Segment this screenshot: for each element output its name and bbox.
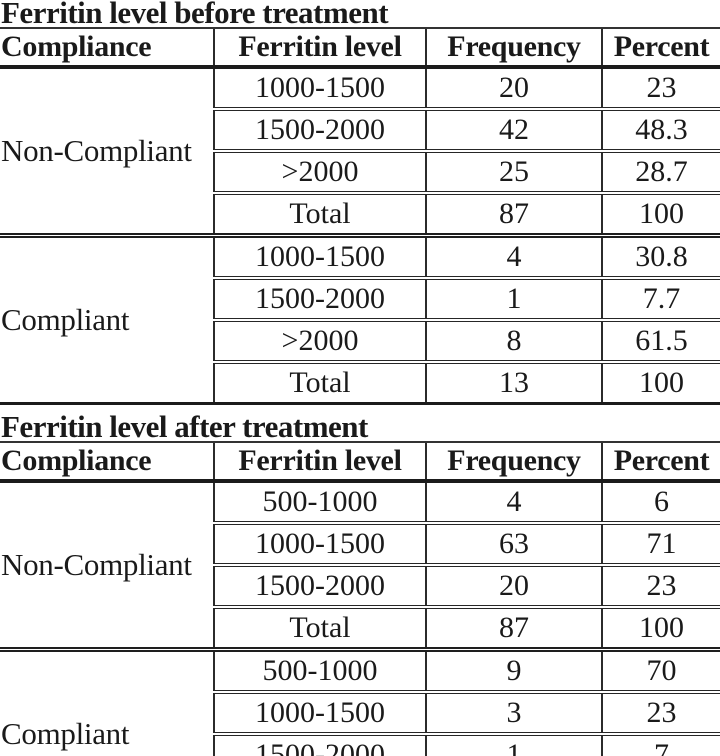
cell-ferritin-level: 1500-2000	[213, 565, 426, 609]
table-row: >2000 25 28.7	[0, 151, 720, 195]
cell-percent: 23	[601, 67, 720, 111]
cell-percent: 7	[601, 734, 720, 756]
cell-ferritin-level: >2000	[213, 320, 426, 364]
cell-percent: 71	[601, 523, 720, 567]
cell-ferritin-level: Total	[213, 607, 426, 652]
cell-frequency: 42	[425, 109, 602, 153]
table-row: Total 87 100	[0, 193, 720, 238]
cell-frequency: 8	[425, 320, 602, 364]
column-header-ferritin-level: Ferritin level	[213, 27, 426, 69]
cell-frequency: 87	[425, 193, 602, 238]
cell-ferritin-level: 1000-1500	[213, 692, 426, 736]
ferritin-before-table: Compliance Ferritin level Frequency Perc…	[0, 27, 720, 405]
column-header-percent: Percent	[601, 441, 720, 483]
column-header-frequency: Frequency	[425, 441, 602, 483]
cell-ferritin-level: 1000-1500	[213, 235, 426, 280]
cell-ferritin-level: Total	[213, 362, 426, 405]
cell-percent: 28.7	[601, 151, 720, 195]
table-row: 1500-2000 42 48.3	[0, 109, 720, 153]
cell-frequency: 3	[425, 692, 602, 736]
column-header-compliance: Compliance	[0, 441, 214, 483]
cell-ferritin-level: 1000-1500	[213, 67, 426, 111]
cell-frequency: 9	[425, 649, 602, 694]
table-row: Total 87 100	[0, 607, 720, 652]
cell-ferritin-level: 1500-2000	[213, 109, 426, 153]
cell-frequency: 1	[425, 278, 602, 322]
cell-frequency: 1	[425, 734, 602, 756]
table-row: >2000 8 61.5	[0, 320, 720, 364]
ferritin-after-table: Compliance Ferritin level Frequency Perc…	[0, 441, 720, 756]
table-row: 1000-1500 3 23	[0, 692, 720, 736]
table-title-before-treatment: Ferritin level before treatment	[1, 0, 389, 27]
table-row: Non-Compliant 1000-1500 20 23	[0, 67, 720, 238]
cell-percent: 100	[601, 607, 720, 652]
cell-percent: 48.3	[601, 109, 720, 153]
cell-percent: 7.7	[601, 278, 720, 322]
compliance-group-cell: Compliant	[1, 716, 130, 751]
header-row: Compliance Ferritin level Frequency Perc…	[0, 441, 720, 483]
cell-frequency: 4	[425, 481, 602, 525]
column-header-compliance: Compliance	[0, 27, 214, 69]
cell-ferritin-level: 500-1000	[213, 649, 426, 694]
cell-percent: 23	[601, 692, 720, 736]
cell-frequency: 20	[425, 565, 602, 609]
table-row: 1500-2000 1 7	[0, 734, 720, 756]
table-title-after-treatment: Ferritin level after treatment	[1, 409, 368, 444]
table-row: Compliant 500-1000 9 70	[0, 649, 720, 751]
cell-percent: 6	[601, 481, 720, 525]
cell-ferritin-level: 500-1000	[213, 481, 426, 525]
column-header-ferritin-level: Ferritin level	[213, 441, 426, 483]
compliance-group-cell: Non-Compliant	[0, 67, 214, 238]
column-header-percent: Percent	[601, 27, 720, 69]
cell-frequency: 63	[425, 523, 602, 567]
cell-frequency: 20	[425, 67, 602, 111]
cell-ferritin-level: Total	[213, 193, 426, 238]
column-header-frequency: Frequency	[425, 27, 602, 69]
cell-frequency: 87	[425, 607, 602, 652]
cell-ferritin-level: 1000-1500	[213, 523, 426, 567]
cell-percent: 61.5	[601, 320, 720, 364]
table-row: Total 13 100	[0, 362, 720, 405]
cell-ferritin-level: 1500-2000	[213, 278, 426, 322]
compliance-group-cell: Non-Compliant	[0, 481, 214, 652]
header-row: Compliance Ferritin level Frequency Perc…	[0, 27, 720, 69]
cell-ferritin-level: 1500-2000	[213, 734, 426, 756]
cell-frequency: 25	[425, 151, 602, 195]
cell-percent: 23	[601, 565, 720, 609]
table-row: Non-Compliant 500-1000 4 6	[0, 481, 720, 652]
cell-percent: 100	[601, 362, 720, 405]
table-row: Compliant 1000-1500 4 30.8	[0, 235, 720, 405]
table-row: 1500-2000 20 23	[0, 565, 720, 609]
cell-percent: 70	[601, 649, 720, 694]
table-row: 1500-2000 1 7.7	[0, 278, 720, 322]
cell-frequency: 4	[425, 235, 602, 280]
cell-percent: 30.8	[601, 235, 720, 280]
table-row: 1000-1500 63 71	[0, 523, 720, 567]
compliance-group-cell: Compliant	[0, 235, 214, 405]
cell-ferritin-level: >2000	[213, 151, 426, 195]
cell-percent: 100	[601, 193, 720, 238]
cell-frequency: 13	[425, 362, 602, 405]
